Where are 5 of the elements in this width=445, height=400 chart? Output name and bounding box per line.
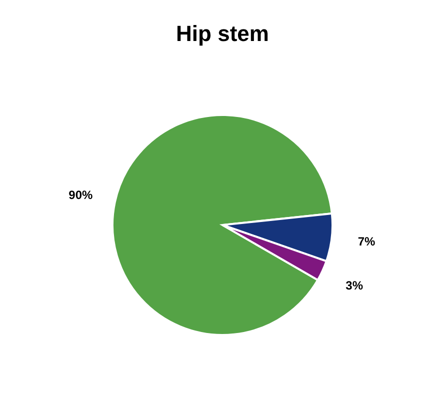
pie-slice [112, 114, 333, 336]
data-label: 3% [346, 278, 364, 292]
chart-title: Hip stem [176, 21, 269, 46]
data-label: 90% [68, 188, 93, 202]
data-label: 7% [358, 234, 376, 249]
